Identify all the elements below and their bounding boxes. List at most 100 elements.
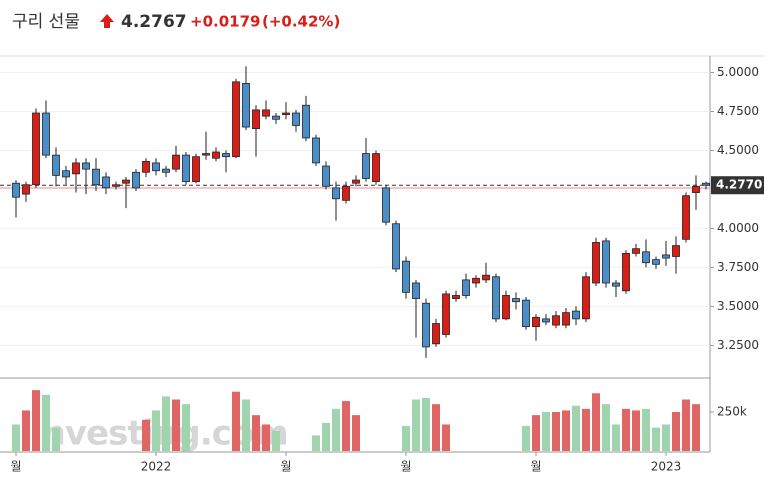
candle-body (402, 260, 410, 293)
volume-bar (592, 393, 600, 451)
candle-body (152, 162, 160, 172)
candle-body (182, 154, 190, 183)
y-tick-label: 3.2500 (717, 338, 759, 352)
candle-body (582, 276, 590, 320)
candle-body (572, 310, 580, 320)
change: +0.0179 (190, 13, 260, 31)
candle-body (472, 277, 480, 284)
candle-body (172, 154, 180, 170)
candle-body (282, 112, 290, 115)
volume-bar (412, 399, 420, 451)
candle-body (462, 279, 470, 296)
candle-body (232, 81, 240, 158)
volume-bar (182, 404, 190, 451)
candle-body (612, 282, 620, 287)
candle-body (632, 248, 640, 254)
volume-bar (232, 391, 240, 451)
volume-bar (422, 397, 430, 451)
y-tick-label: 3.5000 (717, 299, 759, 313)
price: 4.2767 (121, 12, 187, 32)
candle-body (602, 240, 610, 284)
volume-bar (682, 399, 690, 451)
candle-body (432, 323, 440, 345)
instrument-name: 구리 선물 (12, 12, 80, 32)
volume-bar (42, 394, 50, 451)
y-tick-label: 3.7500 (717, 260, 759, 274)
volume-bar (572, 405, 580, 451)
candle-body (312, 137, 320, 164)
volume-bar (692, 404, 700, 451)
x-tick-label: 월 (280, 460, 291, 474)
candle-body (252, 109, 260, 130)
candle-body (452, 295, 460, 299)
volume-bar (162, 396, 170, 451)
volume-tick-label: 250k (717, 404, 747, 418)
volume-bar (272, 430, 280, 451)
candle-body (62, 170, 70, 178)
volume-bar (562, 410, 570, 451)
candle-body (342, 185, 350, 201)
candle-body (122, 179, 130, 184)
volume-bar (582, 408, 590, 451)
y-tick-label: 5.0000 (717, 65, 759, 79)
volume-bar (612, 424, 620, 451)
last-price-box (711, 176, 764, 195)
candle-body (662, 254, 670, 259)
candle-body (212, 151, 220, 159)
candle-body (702, 182, 710, 186)
candle-body (22, 184, 30, 195)
volume-bar (652, 427, 660, 451)
candle-body (482, 274, 490, 281)
volume-bar (662, 424, 670, 451)
candle-body (622, 252, 630, 292)
volume-bar (402, 426, 410, 451)
candle-body (262, 109, 270, 117)
candle-body (42, 112, 50, 156)
x-tick-label: 월 (530, 460, 541, 474)
candle-body (202, 153, 210, 156)
candle-body (32, 112, 40, 186)
y-tick-label: 4.7500 (717, 104, 759, 118)
volume-bar (22, 410, 30, 451)
candle-body (532, 316, 540, 328)
volume-bar (142, 419, 150, 451)
volume-bar (542, 411, 550, 451)
candle-body (372, 153, 380, 183)
volume-bar (622, 408, 630, 451)
x-tick-label: 월 (10, 460, 21, 474)
volume-bar (432, 404, 440, 451)
candle-body (512, 298, 520, 303)
volume-bar (532, 415, 540, 451)
volume-bar (242, 399, 250, 451)
volume-bar (152, 410, 160, 451)
up-arrow (100, 14, 114, 28)
candle-body (132, 171, 140, 189)
volume-bar (522, 426, 530, 451)
candle-body (272, 115, 280, 120)
candle-body (442, 293, 450, 335)
candle-body (112, 184, 120, 187)
candle-body (502, 295, 510, 320)
x-tick-label: 월 (400, 460, 411, 474)
candle-body (552, 315, 560, 326)
candle-body (332, 187, 340, 200)
volume-bar (252, 415, 260, 451)
candle-body (142, 160, 150, 173)
x-tick-label: 2022 (141, 460, 172, 474)
candle-body (522, 299, 530, 328)
candle-body (412, 282, 420, 299)
volume-bar (602, 404, 610, 451)
candle-body (292, 112, 300, 126)
volume-bar (342, 401, 350, 451)
candle-body (222, 153, 230, 158)
candle-body (592, 242, 600, 284)
volume-bar (352, 415, 360, 451)
candle-body (92, 168, 100, 186)
candle-body (392, 223, 400, 270)
candle-body (542, 318, 550, 323)
candle-body (672, 245, 680, 257)
candle-body (492, 276, 500, 320)
volume-bar (332, 408, 340, 451)
